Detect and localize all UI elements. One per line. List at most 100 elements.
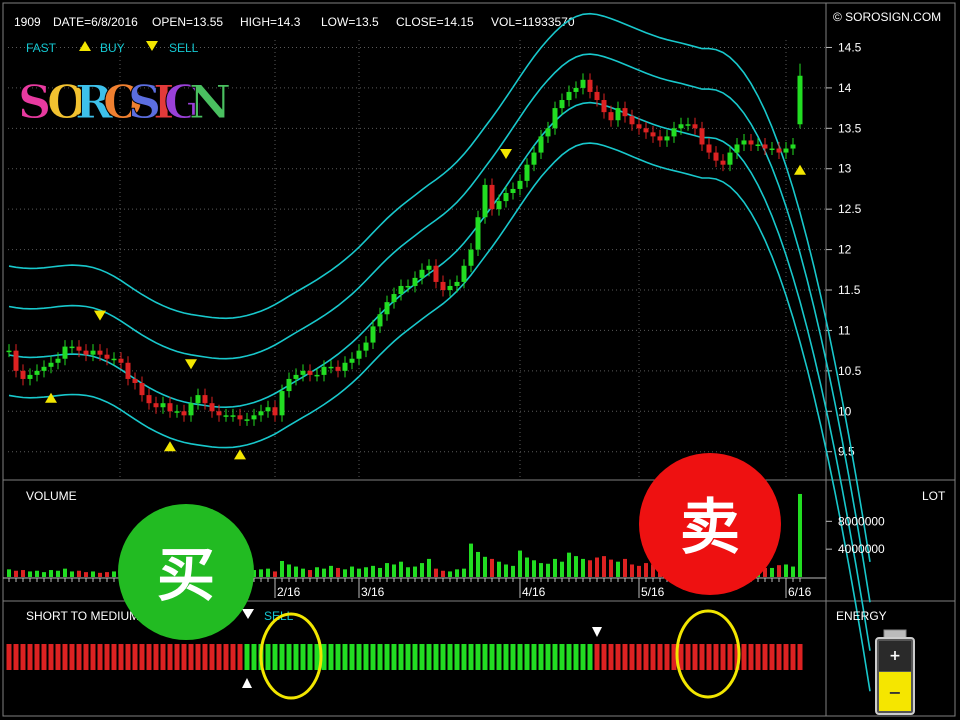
volume-bar xyxy=(644,563,648,577)
candle-body xyxy=(629,116,635,125)
candle-body xyxy=(468,249,474,266)
energy-bar xyxy=(776,644,782,670)
energy-bar xyxy=(769,644,775,670)
logo-letter: S xyxy=(18,75,51,129)
volume-bar xyxy=(630,564,634,577)
candle-body xyxy=(503,192,509,202)
volume-bar xyxy=(63,568,67,577)
energy-bar xyxy=(104,644,110,670)
energy-bar xyxy=(293,644,299,670)
energy-bar xyxy=(685,644,691,670)
volume-bar xyxy=(14,570,18,577)
candle-body xyxy=(62,346,68,359)
energy-bar xyxy=(139,644,145,670)
candle-body xyxy=(741,140,747,145)
volume-bar xyxy=(259,569,263,577)
energy-bar xyxy=(356,644,362,670)
energy-bar xyxy=(734,644,740,670)
fast-label: FAST xyxy=(26,41,57,55)
energy-bar xyxy=(314,644,320,670)
energy-bar xyxy=(125,644,131,670)
candle-body xyxy=(188,403,194,416)
candle-body xyxy=(90,350,96,355)
volume-bar xyxy=(266,568,270,577)
energy-bar xyxy=(475,644,481,670)
volume-bar xyxy=(406,567,410,577)
sell-legend-label: SELL xyxy=(169,41,199,55)
signal-highlights xyxy=(259,609,741,700)
energy-bar xyxy=(321,644,327,670)
volume-bar xyxy=(427,558,431,577)
energy-bar xyxy=(755,644,761,670)
energy-bar xyxy=(286,644,292,670)
candle-body xyxy=(671,128,677,137)
close-readout: CLOSE=14.15 xyxy=(396,15,474,29)
volume-bar xyxy=(532,560,536,577)
candle-body xyxy=(643,128,649,133)
energy-bar xyxy=(496,644,502,670)
price-tick-label: 11.5 xyxy=(838,283,861,297)
energy-bar xyxy=(90,644,96,670)
price-tick-label: 13.5 xyxy=(838,121,862,135)
candle-body xyxy=(174,411,180,413)
energy-bar xyxy=(587,644,593,670)
energy-bar xyxy=(720,644,726,670)
trend-bands xyxy=(8,12,871,692)
volume-bar xyxy=(455,569,459,577)
volume-bar xyxy=(21,570,25,577)
logo-letter: S xyxy=(128,75,161,129)
energy-bar xyxy=(783,644,789,670)
candle-body xyxy=(412,277,418,286)
energy-bar xyxy=(657,644,663,670)
date-readout: DATE=6/8/2016 xyxy=(53,15,138,29)
candle-body xyxy=(279,391,285,416)
energy-bar xyxy=(706,644,712,670)
sell-signal-marker xyxy=(185,359,197,370)
candle-body xyxy=(776,148,782,153)
volume-tick-label: 4000000 xyxy=(838,542,885,556)
volume-bar xyxy=(770,567,774,577)
volume-bar xyxy=(98,572,102,577)
volume-bar xyxy=(567,552,571,577)
candle-body xyxy=(531,152,537,165)
energy-bar xyxy=(132,644,138,670)
candle-body xyxy=(153,403,159,408)
candle-body xyxy=(426,265,432,270)
price-tick-label: 14.5 xyxy=(838,40,862,54)
energy-sell-marker xyxy=(592,627,602,637)
candle-body xyxy=(258,411,264,416)
candle-body xyxy=(307,370,313,375)
candle-body xyxy=(118,358,124,363)
candle-body xyxy=(706,144,712,153)
energy-bar xyxy=(153,644,159,670)
candle-body xyxy=(76,346,82,351)
volume-bar xyxy=(448,571,452,577)
volume-bar xyxy=(252,570,256,577)
energy-bar xyxy=(748,644,754,670)
candle-body xyxy=(195,395,201,404)
candle-body xyxy=(699,128,705,145)
energy-bar xyxy=(370,644,376,670)
volume-bar xyxy=(441,570,445,577)
energy-bar xyxy=(34,644,40,670)
energy-bar xyxy=(160,644,166,670)
volume-bar xyxy=(490,558,494,577)
candle-body xyxy=(370,326,376,343)
candle-body xyxy=(125,362,131,379)
energy-bar xyxy=(678,644,684,670)
energy-bar xyxy=(524,644,530,670)
energy-bar xyxy=(363,644,369,670)
energy-bar xyxy=(398,644,404,670)
volume-bar xyxy=(371,565,375,577)
date-tick-label: 2/16 xyxy=(277,585,301,599)
candle-body xyxy=(104,354,110,359)
energy-bar xyxy=(531,644,537,670)
volume-bar xyxy=(623,558,627,577)
candle-body xyxy=(384,302,390,315)
candle-body xyxy=(797,75,803,125)
energy-legend-sell-icon xyxy=(242,609,254,619)
sell-callout-char: 卖 xyxy=(680,493,740,563)
volume-unit-label: LOT xyxy=(922,489,946,503)
candle-body xyxy=(41,366,47,371)
volume-bar xyxy=(336,567,340,577)
